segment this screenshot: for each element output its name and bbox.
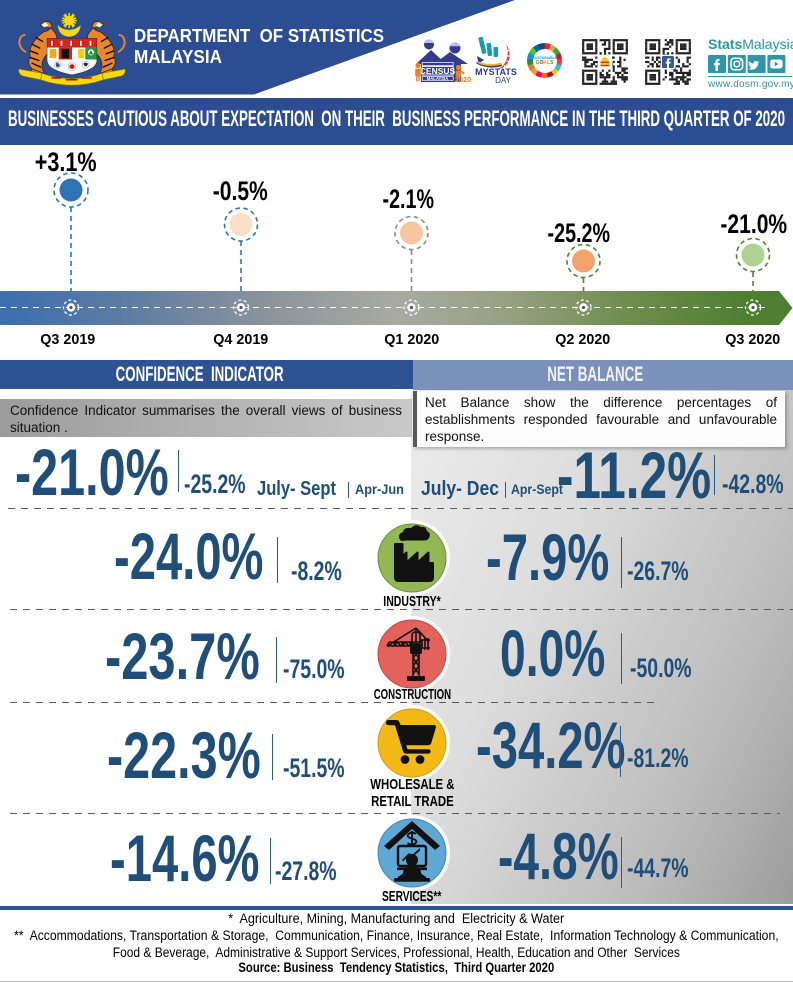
svg-text:MYSTATS: MYSTATS bbox=[475, 67, 517, 77]
svg-text:MALAYSIA: MALAYSIA bbox=[427, 76, 448, 81]
svg-text:DAY: DAY bbox=[495, 76, 512, 84]
svg-text:2020: 2020 bbox=[455, 75, 472, 84]
svg-text:CENSUS: CENSUS bbox=[420, 66, 456, 76]
